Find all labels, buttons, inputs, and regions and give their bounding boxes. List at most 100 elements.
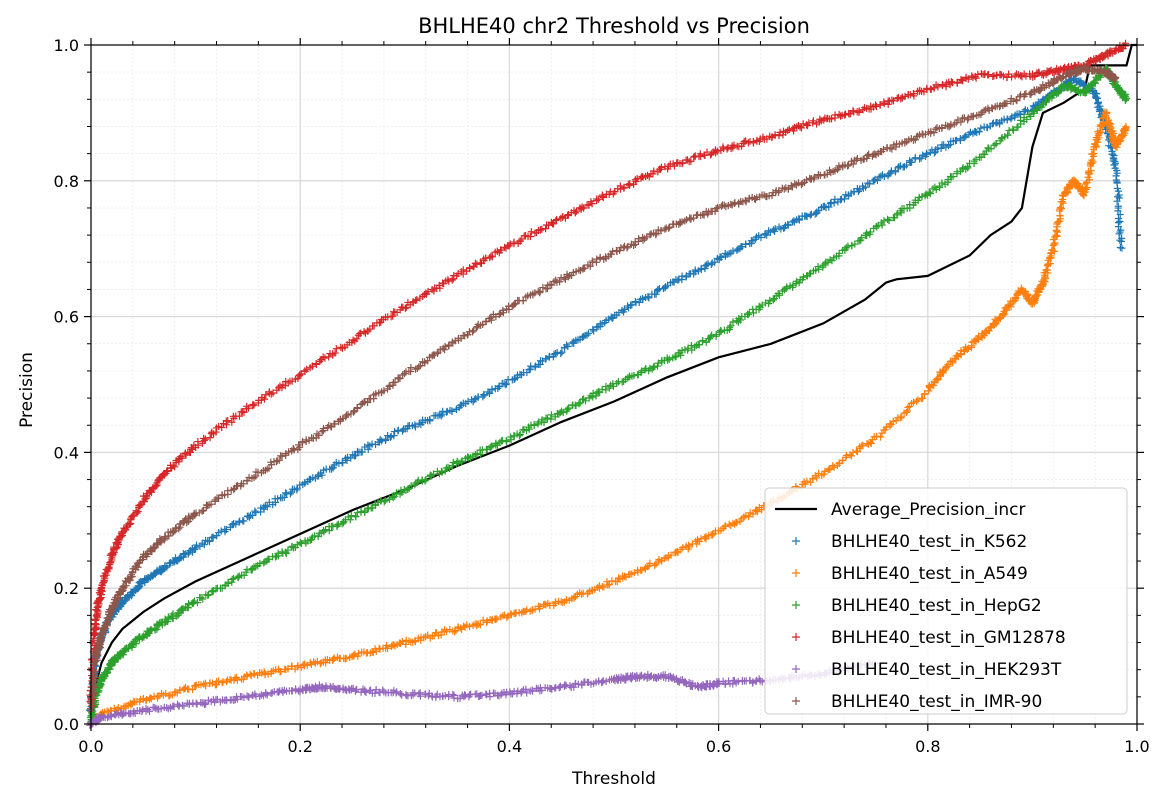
- data-point: [391, 492, 399, 500]
- data-point: [891, 168, 900, 176]
- data-point: [193, 598, 202, 607]
- data-point: [421, 358, 429, 366]
- data-point: [602, 382, 610, 391]
- data-point: [902, 161, 911, 169]
- data-point: [511, 609, 520, 618]
- data-point: [516, 430, 524, 439]
- data-point: [260, 395, 269, 403]
- data-point: [581, 397, 590, 405]
- data-point: [795, 216, 804, 224]
- data-point: [145, 707, 154, 715]
- data-point: [864, 179, 872, 187]
- data-point: [448, 407, 456, 415]
- data-point: [107, 558, 115, 566]
- data-point: [267, 390, 275, 398]
- data-point: [584, 589, 592, 597]
- data-point: [775, 132, 783, 140]
- data-point: [937, 144, 945, 153]
- data-point: [608, 577, 616, 585]
- data-point: [803, 477, 811, 485]
- data-point: [944, 142, 953, 150]
- legend-label: BHLHE40_test_in_K562: [831, 532, 1027, 552]
- data-point: [263, 503, 271, 511]
- data-point: [215, 494, 223, 503]
- data-point: [1116, 228, 1124, 236]
- data-point: [315, 431, 323, 440]
- data-point: [192, 541, 201, 549]
- legend-item: BHLHE40_test_in_A549: [792, 564, 1028, 584]
- data-point: [1051, 239, 1059, 247]
- data-point: [784, 220, 792, 228]
- data-point: [730, 141, 738, 149]
- legend-item: BHLHE40_test_in_IMR-90: [792, 692, 1042, 712]
- data-point: [661, 671, 669, 679]
- data-point: [810, 173, 819, 181]
- data-point: [438, 468, 446, 476]
- chart-title: BHLHE40 chr2 Threshold vs Precision: [418, 14, 810, 38]
- data-point: [468, 328, 477, 336]
- data-point: [473, 450, 481, 458]
- data-point: [250, 473, 258, 482]
- data-point: [267, 689, 275, 698]
- data-point: [643, 171, 652, 179]
- data-point: [256, 692, 264, 701]
- data-point: [164, 613, 173, 621]
- data-point: [878, 221, 886, 229]
- data-point: [157, 705, 165, 713]
- data-point: [244, 404, 253, 412]
- data-point: [757, 506, 766, 514]
- legend-item: BHLHE40_test_in_HepG2: [792, 596, 1042, 616]
- data-point: [390, 427, 399, 436]
- data-point: [263, 691, 271, 699]
- data-point: [830, 199, 838, 207]
- data-point: [201, 682, 210, 690]
- data-point: [202, 700, 210, 708]
- data-point: [975, 128, 983, 136]
- data-point: [823, 170, 831, 178]
- x-tick-label: 0.2: [287, 737, 312, 756]
- data-point: [699, 336, 707, 345]
- data-point: [863, 151, 872, 160]
- data-point: [480, 390, 488, 399]
- data-point: [502, 437, 510, 445]
- data-point: [205, 537, 214, 546]
- legend-label: BHLHE40_test_in_IMR-90: [831, 692, 1042, 712]
- data-point: [396, 690, 404, 698]
- data-point: [988, 120, 997, 128]
- data-point: [197, 594, 205, 602]
- data-point: [415, 419, 423, 427]
- data-point: [404, 485, 412, 493]
- data-point: [652, 290, 660, 298]
- data-point: [1116, 217, 1124, 226]
- data-point: [907, 158, 916, 166]
- data-point: [465, 622, 474, 631]
- data-point: [594, 388, 602, 396]
- data-point: [646, 559, 654, 567]
- data-point: [478, 691, 486, 700]
- data-point: [201, 435, 210, 443]
- data-point: [849, 107, 857, 115]
- data-point: [261, 466, 270, 474]
- data-point: [228, 575, 236, 584]
- x-tick-label: 0.0: [78, 737, 103, 756]
- data-point: [713, 147, 721, 155]
- data-point: [416, 362, 425, 370]
- data-point: [413, 296, 421, 304]
- data-point: [630, 371, 638, 380]
- series-Average_Precision_incr: [89, 43, 1137, 725]
- data-point: [563, 211, 572, 220]
- data-point: [563, 341, 571, 349]
- data-point: [741, 240, 750, 248]
- data-point: [457, 458, 465, 466]
- data-point: [550, 350, 558, 358]
- data-point: [250, 401, 258, 409]
- data-point: [321, 354, 329, 362]
- plot-area: [85, 39, 1137, 729]
- data-point: [1113, 197, 1121, 205]
- data-point: [429, 470, 438, 478]
- data-point: [390, 432, 398, 440]
- data-point: [938, 179, 946, 187]
- data-point: [161, 533, 169, 541]
